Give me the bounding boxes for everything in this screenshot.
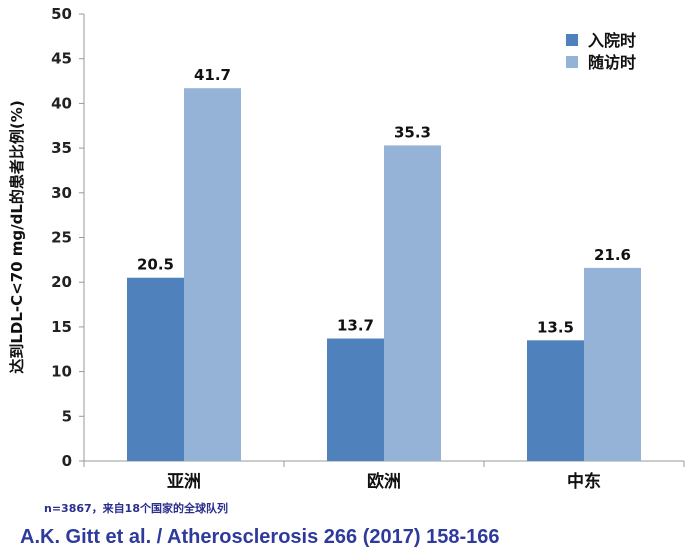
x-category-label: 亚洲 [167, 472, 201, 492]
x-axis-ticks: 亚洲 欧洲 中东 [83, 461, 685, 492]
bar [127, 277, 184, 461]
bar [184, 88, 241, 462]
bars-group: 20.5 41.7 13.7 35.3 13.5 21.6 [127, 66, 641, 462]
bar [327, 338, 384, 461]
bar-value-label: 21.6 [594, 246, 631, 264]
bar-chart: 0 5 10 15 20 25 30 35 40 45 50 亚洲 欧洲 中东 20.5 41.7 13.7… [8, 5, 685, 492]
y-tick-label: 10 [51, 363, 72, 381]
y-tick-label: 5 [62, 407, 72, 425]
bar-value-label: 13.7 [337, 317, 374, 335]
legend-swatch [566, 34, 578, 46]
x-category-label: 欧洲 [367, 471, 401, 492]
y-axis-title: 达到LDL-C<70 mg/dL的患者比例(%) [8, 100, 26, 373]
x-category-label: 中东 [567, 471, 601, 492]
y-tick-label: 35 [51, 139, 72, 157]
y-tick-label: 40 [51, 94, 72, 112]
legend-label: 随访时 [588, 53, 636, 72]
legend-swatch [566, 56, 578, 68]
y-tick-label: 45 [51, 50, 72, 68]
y-tick-label: 0 [62, 452, 72, 470]
bar-value-label: 13.5 [537, 318, 574, 336]
bar [527, 340, 584, 461]
footnote: n=3867，来自18个国家的全球队列 [44, 502, 228, 515]
y-tick-label: 15 [51, 318, 72, 336]
bar-value-label: 20.5 [137, 256, 174, 274]
y-tick-label: 25 [51, 229, 72, 247]
citation: A.K. Gitt et al. / Atherosclerosis 266 (… [20, 526, 500, 548]
bar-value-label: 41.7 [194, 66, 231, 84]
bar [384, 145, 441, 461]
y-axis-ticks: 0 5 10 15 20 25 30 35 40 45 50 [51, 5, 84, 470]
y-tick-label: 30 [51, 184, 72, 202]
y-tick-label: 50 [51, 5, 72, 23]
y-tick-label: 20 [51, 273, 72, 291]
legend-label: 入院时 [588, 31, 636, 50]
bar-value-label: 35.3 [394, 123, 431, 141]
bar [584, 267, 641, 461]
